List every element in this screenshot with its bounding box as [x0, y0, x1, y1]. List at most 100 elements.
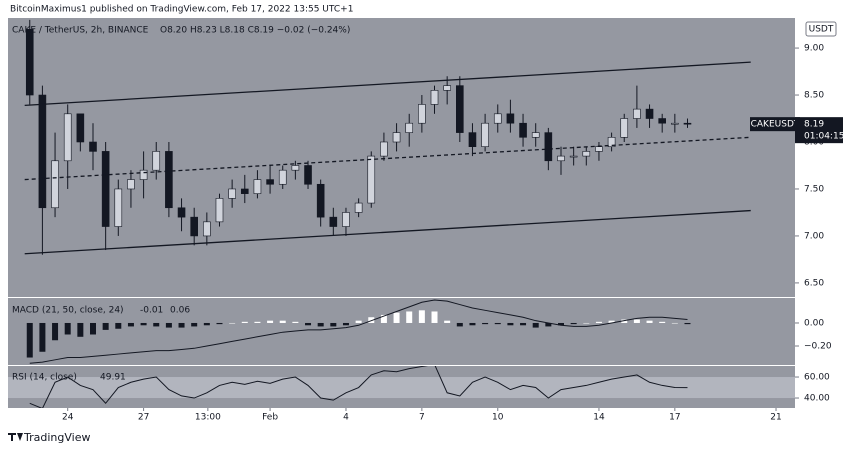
y-tick-label: 6.50 [804, 278, 824, 288]
ohlc-label: O8.20 H8.23 L8.18 C8.19 −0.02 (−0.24%) [160, 26, 350, 36]
y-tick-label: 60.00 [804, 373, 830, 383]
macd-histogram-bar [254, 321, 261, 323]
macd-histogram-bar [305, 322, 312, 326]
candle-body [354, 202, 363, 213]
macd-histogram-bar [39, 322, 46, 352]
symbol-box [750, 117, 800, 132]
macd-histogram-bar [595, 321, 602, 323]
candle-body [240, 188, 249, 194]
candle-body [76, 113, 85, 143]
macd-histogram-bar [330, 322, 337, 327]
candle-body [63, 113, 72, 162]
macd-histogram-bar [608, 320, 615, 323]
y-tick-label: 0.00 [804, 318, 824, 328]
candle-body [620, 118, 629, 138]
macd-histogram-bar [431, 311, 438, 323]
macd-histogram-bar [191, 322, 198, 327]
candle-body [683, 122, 692, 125]
macd-histogram-bar [89, 322, 96, 335]
candle-body [304, 165, 312, 185]
candle-body [253, 179, 262, 194]
candle-body [38, 94, 47, 209]
macd-histogram-bar [203, 322, 210, 326]
y-tick-label: 40.00 [804, 394, 830, 404]
macd-line [29, 299, 688, 364]
candle-body [139, 169, 148, 180]
x-tick-label: 10 [492, 413, 504, 423]
macd-histogram-bar [140, 322, 147, 326]
candle-body [506, 113, 515, 124]
macd-histogram-bar [165, 322, 172, 328]
x-tick-label: 24 [62, 413, 74, 423]
macd-histogram-bar [380, 314, 387, 323]
macd-value: 0.06 [170, 306, 190, 316]
macd-histogram-bar [520, 322, 527, 326]
macd-histogram-bar [469, 322, 476, 326]
rsi-plot [8, 366, 795, 408]
macd-histogram-bar [52, 322, 59, 341]
macd-histogram-bar [178, 322, 185, 328]
macd-histogram-bar [77, 322, 84, 337]
candle-body [531, 132, 540, 138]
rsi-value: 49.91 [100, 373, 126, 383]
candle-body [278, 169, 287, 185]
macd-histogram-bar [494, 322, 501, 325]
candle-body [190, 216, 198, 237]
macd-histogram-bar [317, 322, 324, 327]
macd-histogram-bar [444, 320, 451, 323]
candle-body [658, 118, 666, 124]
candle-body [25, 28, 34, 96]
macd-histogram-bar [102, 322, 109, 330]
rsi-title: RSI (14, close) [12, 373, 77, 383]
candle-body [493, 113, 502, 124]
y-tick-label: 9.00 [804, 44, 824, 54]
candle-body [228, 188, 236, 199]
candle-body [266, 179, 274, 185]
macd-histogram-bar [368, 317, 375, 323]
macd-histogram-bar [557, 322, 564, 326]
candle-body [152, 151, 161, 171]
candle-body [557, 155, 565, 162]
candle-body [544, 132, 553, 162]
candle-body [430, 90, 439, 105]
macd-histogram-bar [570, 322, 577, 325]
candle-body [367, 155, 376, 204]
candle-body [582, 151, 591, 157]
candle-body [645, 108, 654, 119]
y-tick-label: −0.20 [804, 342, 832, 352]
macd-histogram-bar [418, 310, 425, 323]
macd-histogram-bar [507, 322, 514, 326]
macd-histogram-bar [279, 320, 286, 323]
macd-histogram-bar [216, 322, 223, 325]
price-axis-area [795, 18, 850, 408]
chart-background [8, 18, 795, 408]
currency-box [805, 21, 837, 37]
candle-body [127, 179, 135, 190]
macd-histogram-bar [292, 321, 299, 323]
macd-histogram-bar [393, 312, 400, 323]
x-tick-label: Feb [262, 413, 278, 423]
macd-histogram-bar [659, 321, 666, 323]
candle-body [607, 137, 616, 147]
candle-body [671, 122, 679, 125]
y-tick-label: 8.50 [804, 91, 824, 101]
macd-histogram-bar [355, 320, 362, 323]
x-tick-label: 4 [343, 413, 349, 423]
candle-body [443, 85, 451, 91]
rsi-line [29, 366, 688, 408]
macd-plot [26, 299, 691, 364]
macd-histogram-bar [115, 322, 122, 329]
candle-body [316, 183, 325, 218]
macd-histogram-bar [406, 311, 413, 323]
last-price: 8.19 [804, 120, 824, 130]
candle-body [418, 104, 426, 124]
currency: USDT [809, 25, 834, 35]
x-tick-label: 7 [419, 413, 425, 423]
candle-body [89, 141, 97, 152]
candle-body [405, 122, 414, 133]
macd-histogram-bar [684, 322, 691, 325]
macd-title: MACD (21, 50, close, 24) [12, 306, 124, 316]
symbol-title: CAKE / TetherUS, 2h, BINANCE [12, 26, 149, 36]
macd-histogram-bar [545, 322, 552, 327]
